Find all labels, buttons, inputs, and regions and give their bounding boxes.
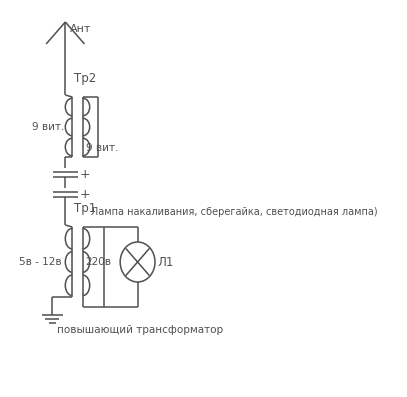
- Text: +: +: [79, 187, 90, 200]
- Text: Тр1: Тр1: [74, 202, 96, 215]
- Text: Тр2: Тр2: [74, 72, 96, 85]
- Text: Ант: Ант: [70, 24, 91, 34]
- Text: 9 вит.: 9 вит.: [86, 143, 118, 153]
- Text: 9 вит.: 9 вит.: [32, 122, 65, 132]
- Text: 5в - 12в: 5в - 12в: [19, 257, 62, 267]
- Text: Лампа накаливания, сберегайка, светодиодная лампа): Лампа накаливания, сберегайка, светодиод…: [92, 207, 378, 217]
- Text: +: +: [79, 168, 90, 181]
- Text: Л1: Л1: [158, 256, 174, 268]
- Text: 220в: 220в: [85, 257, 112, 267]
- Text: повышающий трансформатор: повышающий трансформатор: [57, 325, 223, 335]
